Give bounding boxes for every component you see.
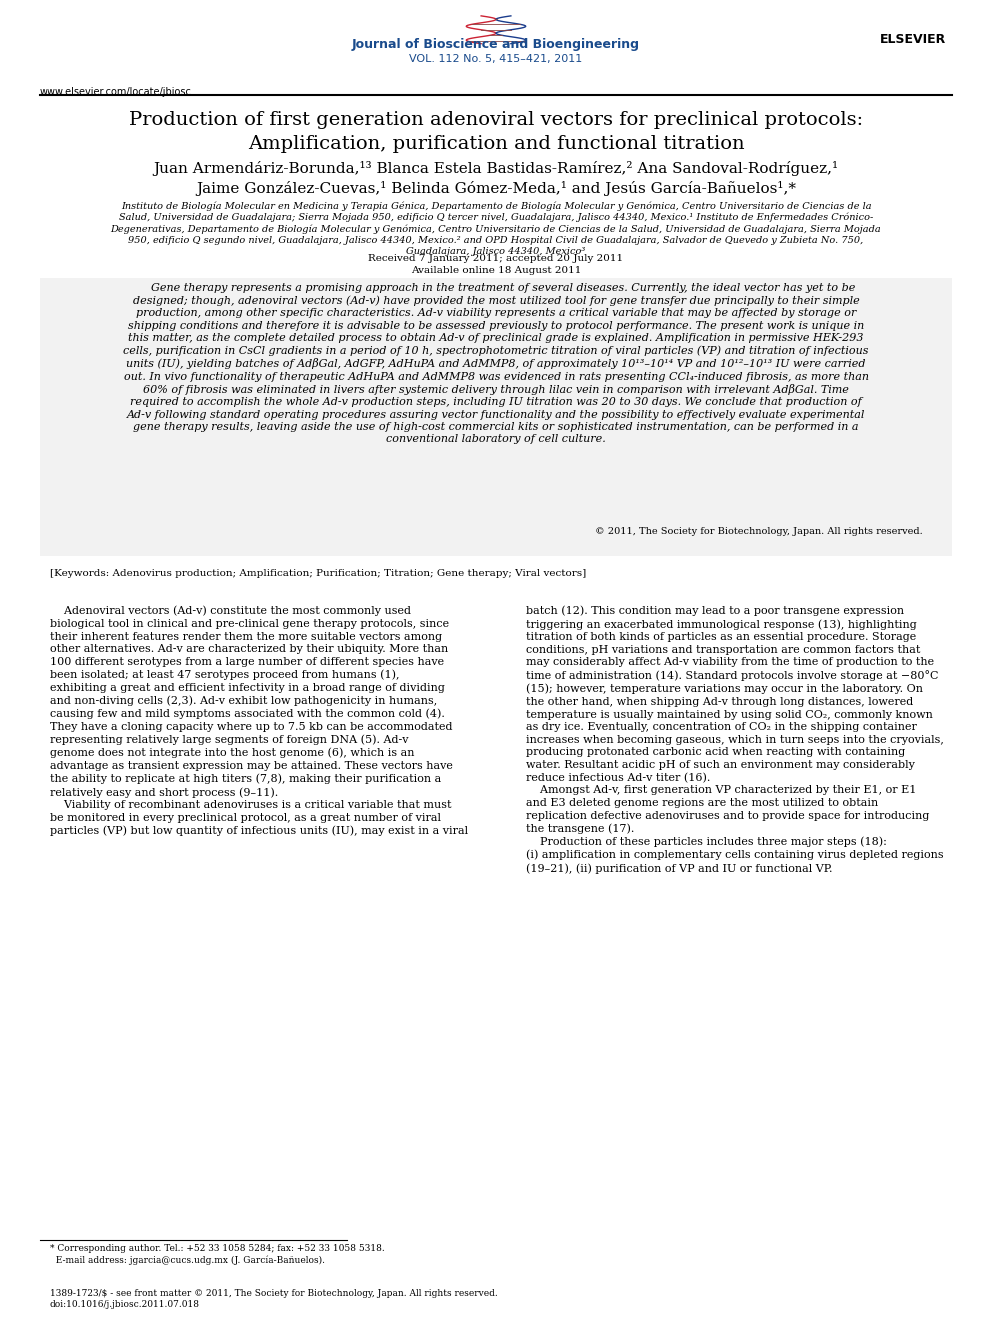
Text: * Corresponding author. Tel.: +52 33 1058 5284; fax: +52 33 1058 5318.
  E-mail : * Corresponding author. Tel.: +52 33 105… — [50, 1244, 384, 1265]
Text: batch (12). This condition may lead to a poor transgene expression
triggering an: batch (12). This condition may lead to a… — [526, 606, 943, 873]
Text: VOL. 112 No. 5, 415–421, 2011: VOL. 112 No. 5, 415–421, 2011 — [410, 54, 582, 65]
Text: Adenoviral vectors (Ad-v) constitute the most commonly used
biological tool in c: Adenoviral vectors (Ad-v) constitute the… — [50, 606, 467, 836]
Text: Journal of Bioscience and Bioengineering: Journal of Bioscience and Bioengineering — [352, 38, 640, 52]
Text: Juan Armendáriz-Borunda,¹³ Blanca Estela Bastidas-Ramírez,² Ana Sandoval-Rodrígu: Juan Armendáriz-Borunda,¹³ Blanca Estela… — [154, 161, 838, 196]
FancyBboxPatch shape — [40, 278, 952, 556]
Text: [Keywords: Adenovirus production; Amplification; Purification; Titration; Gene t: [Keywords: Adenovirus production; Amplif… — [50, 569, 586, 578]
Text: Gene therapy represents a promising approach in the treatment of several disease: Gene therapy represents a promising appr… — [123, 283, 869, 445]
Text: ELSEVIER: ELSEVIER — [880, 33, 945, 46]
Text: © 2011, The Society for Biotechnology, Japan. All rights reserved.: © 2011, The Society for Biotechnology, J… — [595, 527, 923, 536]
Text: Received 7 January 2011; accepted 20 July 2011
Available online 18 August 2011: Received 7 January 2011; accepted 20 Jul… — [368, 254, 624, 275]
Text: Production of first generation adenoviral vectors for preclinical protocols:
Amp: Production of first generation adenovira… — [129, 111, 863, 152]
Text: www.elsevier.com/locate/jbiosc: www.elsevier.com/locate/jbiosc — [40, 87, 191, 98]
Text: Instituto de Biología Molecular en Medicina y Terapia Génica, Departamento de Bi: Instituto de Biología Molecular en Medic… — [111, 201, 881, 257]
Text: 1389-1723/$ - see front matter © 2011, The Society for Biotechnology, Japan. All: 1389-1723/$ - see front matter © 2011, T… — [50, 1289, 497, 1310]
Text: Journal of
Bioscience
and
Bioengineering: Journal of Bioscience and Bioengineering — [61, 46, 108, 69]
